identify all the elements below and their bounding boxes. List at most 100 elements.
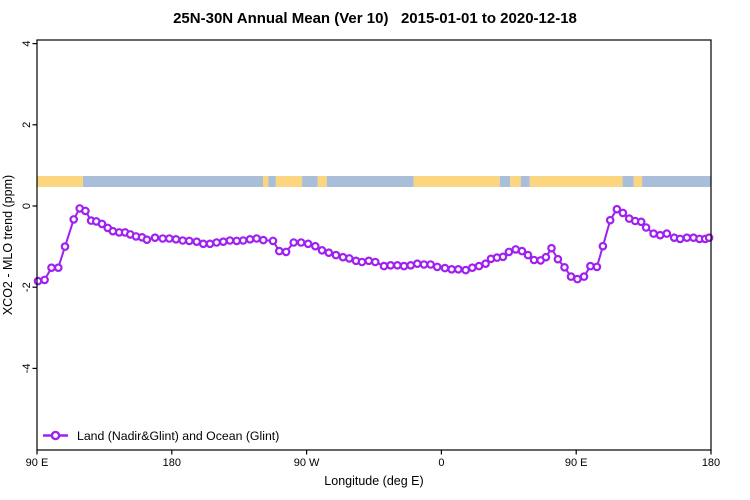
y-tick-label: 2 bbox=[21, 122, 33, 128]
map-strip-segment-ocean bbox=[83, 176, 263, 187]
map-strip-segment-ocean bbox=[642, 176, 711, 187]
map-strip-segment-land bbox=[510, 176, 521, 187]
data-point-marker bbox=[225, 236, 235, 245]
map-strip-segment-ocean bbox=[326, 176, 414, 187]
data-point-marker bbox=[547, 243, 556, 253]
chart-title: 25N-30N Annual Mean (Ver 10) 2015-01-01 … bbox=[173, 10, 577, 27]
legend: Land (Nadir&Glint) and Ocean (Glint) bbox=[43, 429, 279, 443]
data-point-marker bbox=[553, 254, 563, 264]
data-point-marker bbox=[432, 262, 442, 272]
data-point-marker bbox=[675, 234, 685, 244]
x-tick-label: 90 W bbox=[294, 457, 320, 469]
data-point-marker bbox=[150, 233, 160, 243]
legend-label: Land (Nadir&Glint) and Ocean (Glint) bbox=[77, 429, 279, 443]
data-point-marker bbox=[605, 215, 615, 225]
data-point-marker bbox=[481, 259, 490, 269]
data-point-marker bbox=[357, 257, 367, 267]
map-strip-segment-ocean bbox=[268, 176, 276, 187]
data-point-marker bbox=[53, 263, 63, 273]
data-point-marker bbox=[529, 255, 539, 265]
data-point-marker bbox=[641, 223, 651, 232]
data-point-marker bbox=[440, 263, 450, 273]
axis-ticks: 90 E 180 90 W 0 90 E 180 -4 -2 0 2 4 bbox=[21, 41, 720, 469]
data-point-marker bbox=[370, 257, 380, 267]
data-point-marker bbox=[426, 260, 435, 269]
data-point-marker bbox=[47, 263, 56, 273]
data-point-marker bbox=[81, 206, 90, 216]
x-axis-title: Longitude (deg E) bbox=[324, 474, 423, 488]
data-point-marker bbox=[158, 234, 168, 243]
data-point-marker bbox=[258, 235, 268, 245]
data-point-marker bbox=[461, 265, 471, 275]
data-point-marker bbox=[310, 241, 320, 251]
data-point-marker bbox=[612, 204, 622, 214]
data-point-marker bbox=[245, 235, 255, 244]
data-point-marker bbox=[649, 229, 658, 238]
data-point-marker bbox=[331, 250, 341, 260]
data-point-marker bbox=[682, 233, 692, 243]
data-point-marker bbox=[142, 235, 152, 245]
map-strip-segment-land bbox=[413, 176, 500, 187]
map-strip-segment-land bbox=[37, 176, 83, 187]
data-point-marker bbox=[541, 252, 551, 262]
data-point-marker bbox=[171, 235, 181, 244]
data-point-marker bbox=[586, 261, 595, 271]
data-point-marker bbox=[296, 238, 306, 247]
map-strip-segment-ocean bbox=[622, 176, 634, 187]
data-point-marker bbox=[268, 236, 278, 246]
map-strip-segment-ocean bbox=[520, 176, 530, 187]
data-point-marker bbox=[165, 234, 174, 243]
data-point-marker bbox=[281, 247, 291, 257]
data-point-marker bbox=[303, 239, 313, 249]
data-point-marker bbox=[419, 260, 429, 269]
map-strip-segment-land bbox=[275, 176, 303, 187]
data-point-marker bbox=[453, 264, 463, 274]
data-point-marker bbox=[364, 256, 374, 266]
data-point-marker bbox=[205, 239, 215, 249]
data-point-marker bbox=[517, 246, 527, 256]
data-point-marker bbox=[69, 215, 79, 224]
data-point-marker bbox=[33, 276, 43, 286]
map-strip-segment-ocean bbox=[499, 176, 511, 187]
data-point-marker bbox=[344, 254, 354, 263]
x-tick-label: 90 E bbox=[565, 457, 588, 469]
x-tick-label: 0 bbox=[438, 457, 444, 469]
data-point-marker bbox=[393, 260, 402, 270]
data-point-marker bbox=[185, 236, 194, 246]
plot-border bbox=[36, 39, 712, 451]
data-point-marker bbox=[399, 261, 409, 271]
data-point-marker bbox=[317, 246, 327, 255]
data-point-marker bbox=[560, 262, 569, 272]
data-point-marker bbox=[474, 261, 484, 271]
data-point-marker bbox=[592, 262, 602, 272]
data-point-marker bbox=[498, 252, 508, 262]
data-point-marker bbox=[504, 247, 514, 257]
legend-marker-icon bbox=[50, 430, 61, 441]
data-point-marker bbox=[636, 217, 646, 227]
data-point-marker bbox=[406, 260, 416, 270]
data-point-marker bbox=[447, 264, 457, 274]
y-tick-label: 4 bbox=[21, 41, 33, 47]
data-point-marker bbox=[618, 208, 628, 218]
data-point-marker bbox=[289, 238, 299, 247]
x-tick-label: 90 E bbox=[26, 457, 49, 469]
data-point-marker bbox=[598, 241, 608, 251]
data-point-marker bbox=[219, 237, 228, 247]
data-point-marker bbox=[252, 234, 261, 243]
data-point-marker bbox=[386, 260, 395, 270]
map-strip-segment-land bbox=[529, 176, 623, 187]
data-point-marker bbox=[274, 246, 284, 256]
data-point-marker bbox=[199, 239, 208, 249]
map-strip-segment-ocean bbox=[302, 176, 318, 187]
data-point-marker bbox=[655, 230, 665, 240]
y-tick-label: -4 bbox=[21, 364, 33, 374]
map-strip-segment-land bbox=[263, 176, 269, 187]
data-point-marker bbox=[238, 236, 248, 245]
data-point-marker bbox=[467, 263, 477, 273]
data-point-marker bbox=[523, 250, 533, 260]
x-tick-label: 180 bbox=[702, 457, 720, 469]
data-point-marker bbox=[662, 229, 672, 238]
y-tick-label: -2 bbox=[21, 282, 33, 292]
